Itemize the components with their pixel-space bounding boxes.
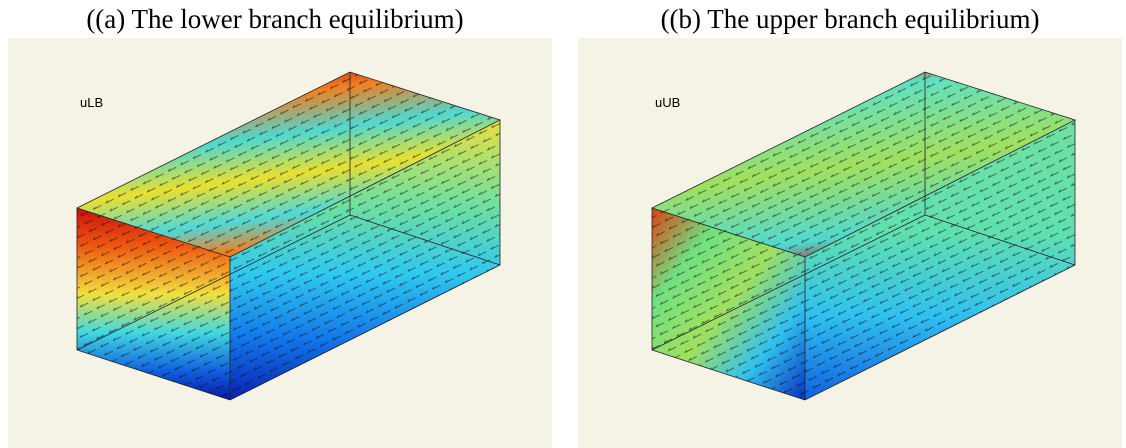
panel-label: uLB xyxy=(80,95,103,110)
panel-label: uUB xyxy=(655,95,680,110)
figure: ((a) The lower branch equilibrium) uLB (… xyxy=(0,0,1126,448)
panel-b: ((b) The upper branch equilibrium) uUB xyxy=(578,4,1122,448)
caption: ((a) The lower branch equilibrium) xyxy=(86,4,463,34)
caption: ((b) The upper branch equilibrium) xyxy=(661,4,1040,34)
panel-a: ((a) The lower branch equilibrium) uLB xyxy=(8,4,552,448)
